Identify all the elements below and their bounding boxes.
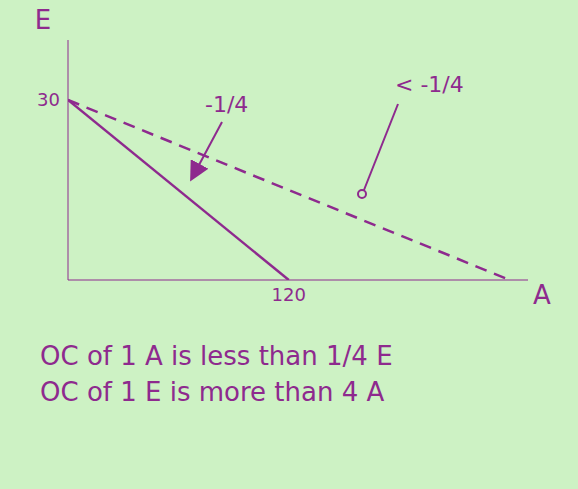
svg-text:E: E	[35, 5, 51, 35]
svg-text:A: A	[533, 280, 551, 310]
svg-text:30: 30	[37, 89, 60, 110]
html-text:OC of 1 A is less than 1/4 E: OC of 1 A is less than 1/4 E	[40, 341, 393, 371]
svg-text:120: 120	[272, 284, 306, 305]
html-text:OC of 1 E is more than 4 A: OC of 1 E is more than 4 A	[40, 377, 385, 407]
svg-text:-1/4: -1/4	[205, 92, 248, 117]
svg-text:< -1/4: < -1/4	[395, 72, 464, 97]
